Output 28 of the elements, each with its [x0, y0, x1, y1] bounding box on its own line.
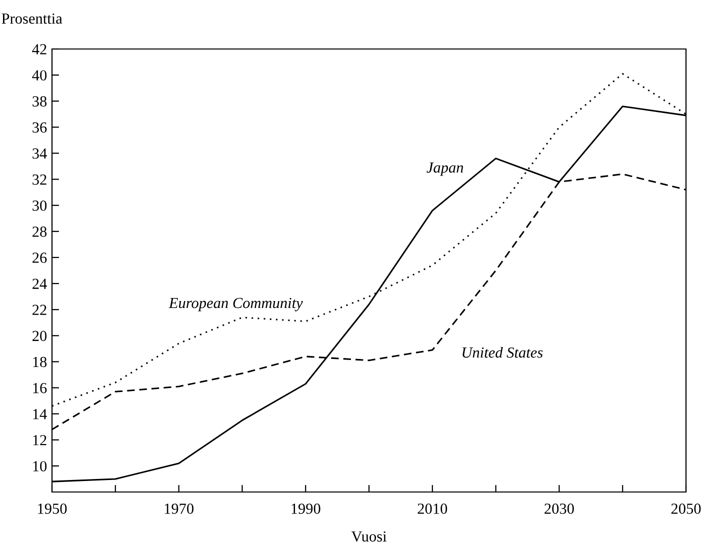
series-label: United States [462, 346, 543, 358]
y-tick-label: 28 [32, 226, 47, 237]
y-tick-label: 18 [33, 356, 47, 368]
series-label: European Community [168, 298, 303, 312]
y-axis-title: Prosenttia [2, 13, 62, 24]
y-tick-label: 14 [33, 409, 47, 420]
y-tick-label: 16 [33, 382, 47, 394]
y-tick-label: 10 [33, 461, 47, 472]
x-tick-label: 1970 [164, 504, 194, 514]
series-label: Japan [426, 162, 464, 176]
x-tick-label: 2030 [544, 504, 574, 514]
y-tick-label: 20 [32, 330, 47, 342]
y-tick-label: 38 [32, 96, 47, 107]
y-tick-label: 30 [32, 200, 47, 211]
y-tick-label: 22 [32, 304, 46, 315]
y-tick-label: 40 [32, 70, 47, 81]
y-tick-label: 32 [32, 174, 46, 185]
y-tick-label: 34 [32, 148, 47, 159]
y-tick-label: 42 [32, 44, 46, 54]
y-tick-label: 24 [32, 278, 47, 289]
y-tick-label: 36 [32, 122, 47, 133]
x-tick-label: 2050 [671, 504, 701, 514]
x-tick-label: 2010 [418, 504, 448, 514]
y-tick-label: 26 [32, 252, 47, 263]
y-tick-label: 12 [33, 435, 46, 446]
x-tick-label: 1950 [38, 504, 67, 514]
x-axis-title: Vuosi [351, 531, 386, 542]
x-tick-label: 1990 [292, 504, 320, 514]
